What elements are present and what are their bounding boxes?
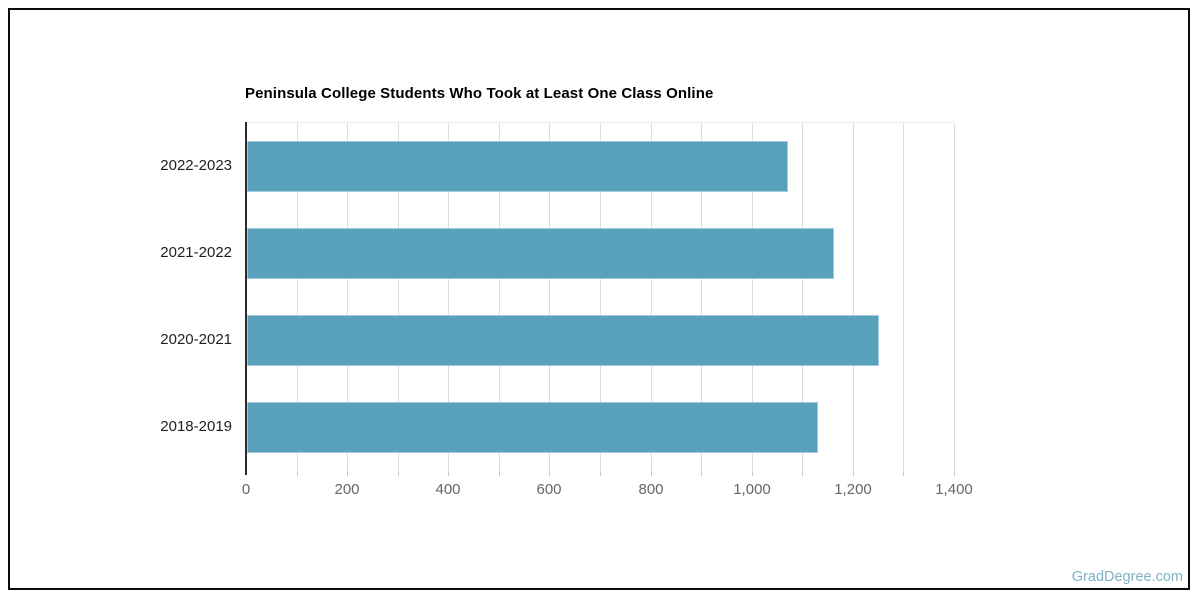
y-axis-line	[245, 122, 247, 475]
x-tick-label: 0	[241, 481, 251, 498]
gridline	[853, 123, 854, 471]
gridline	[752, 123, 753, 471]
gridline	[802, 123, 803, 471]
gridline	[448, 123, 449, 471]
x-tick-label: 400	[435, 481, 461, 498]
y-category-label: 2021-2022	[160, 244, 232, 261]
y-category-label: 2018-2019	[160, 418, 232, 435]
gridline	[903, 123, 904, 471]
gridline	[954, 123, 955, 471]
x-tick-label: 800	[638, 481, 664, 498]
x-tick	[903, 471, 904, 476]
x-tick	[347, 471, 348, 476]
bar-2020-2021	[247, 315, 879, 366]
plot-area	[246, 122, 955, 476]
x-tick-label: 1,400	[935, 481, 973, 498]
x-tick	[398, 471, 399, 476]
x-tick-label: 1,000	[733, 481, 771, 498]
x-tick	[600, 471, 601, 476]
x-tick	[701, 471, 702, 476]
x-tick	[549, 471, 550, 476]
chart-title: Peninsula College Students Who Took at L…	[245, 85, 714, 102]
bar-2021-2022	[247, 228, 834, 279]
x-tick	[802, 471, 803, 476]
bar-2022-2023	[247, 141, 788, 192]
x-tick-label: 1,200	[834, 481, 872, 498]
x-tick-label: 200	[334, 481, 360, 498]
x-tick	[499, 471, 500, 476]
bar-2018-2019	[247, 402, 818, 453]
gridline	[499, 123, 500, 471]
x-tick	[752, 471, 753, 476]
gridline	[297, 123, 298, 471]
x-tick	[297, 471, 298, 476]
y-category-label: 2020-2021	[160, 331, 232, 348]
x-tick	[651, 471, 652, 476]
gridline	[600, 123, 601, 471]
gridline	[347, 123, 348, 471]
gridline	[398, 123, 399, 471]
watermark: GradDegree.com	[1071, 569, 1183, 585]
gridline	[701, 123, 702, 471]
x-tick	[853, 471, 854, 476]
gridline	[651, 123, 652, 471]
y-category-label: 2022-2023	[160, 157, 232, 174]
x-tick	[954, 471, 955, 476]
x-tick	[448, 471, 449, 476]
gridline	[549, 123, 550, 471]
x-tick-label: 600	[536, 481, 562, 498]
